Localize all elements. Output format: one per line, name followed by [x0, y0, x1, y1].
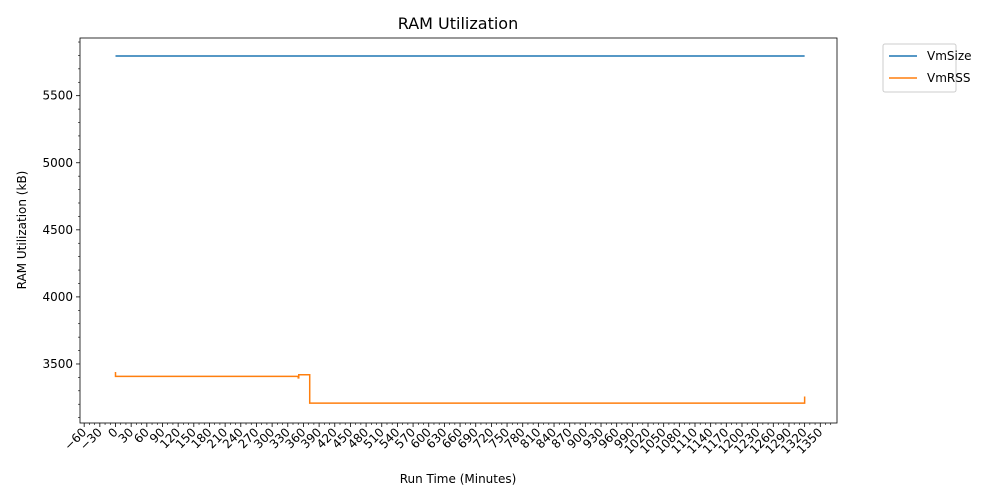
legend-label-vmsize: VmSize	[927, 49, 972, 63]
y-tick-label: 5500	[42, 89, 73, 103]
y-axis-ticks: 3500 4000 4500 5000 5500	[42, 41, 80, 418]
y-tick-label: 4000	[42, 290, 73, 304]
y-tick-label: 4500	[42, 223, 73, 237]
y-tick-label: 5000	[42, 156, 73, 170]
y-tick-label: 3500	[42, 357, 73, 371]
legend-label-vmrss: VmRSS	[927, 71, 970, 85]
x-axis-ticks: −60−30 0306090120150180210240270300330360…	[61, 423, 832, 457]
y-axis-label: RAM Utilization (kB)	[15, 171, 29, 290]
series-lines	[114, 55, 806, 404]
x-axis-label: Run Time (Minutes)	[400, 472, 517, 486]
chart-title: RAM Utilization	[398, 14, 518, 33]
series-line-vmrss	[114, 372, 806, 404]
legend: VmSize VmRSS	[882, 43, 972, 93]
plot-frame	[79, 37, 838, 424]
